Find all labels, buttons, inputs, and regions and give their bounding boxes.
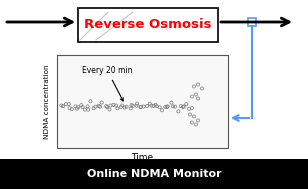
Text: Online NDMA Monitor: Online NDMA Monitor	[87, 169, 221, 179]
Point	[192, 85, 197, 88]
Point	[111, 103, 116, 106]
Point	[154, 105, 159, 108]
Point	[180, 106, 185, 109]
Text: Reverse Osmosis: Reverse Osmosis	[84, 19, 212, 32]
Point	[129, 104, 134, 107]
Point	[122, 106, 127, 109]
Point	[59, 104, 64, 107]
Point	[165, 105, 170, 108]
Point	[200, 87, 205, 90]
Point	[108, 104, 113, 107]
Point	[105, 106, 110, 109]
Point	[86, 108, 91, 111]
Point	[130, 104, 135, 107]
Point	[196, 83, 201, 86]
Point	[67, 107, 72, 110]
Point	[169, 101, 174, 104]
Point	[145, 105, 150, 108]
Point	[97, 105, 102, 108]
Point	[75, 107, 79, 110]
Point	[61, 105, 66, 108]
Point	[189, 95, 194, 98]
Point	[128, 107, 133, 110]
Point	[157, 106, 162, 109]
Text: Time: Time	[132, 153, 154, 163]
Point	[163, 105, 168, 108]
Point	[138, 106, 143, 109]
Point	[63, 103, 68, 106]
Point	[147, 102, 152, 105]
Point	[149, 104, 154, 107]
Point	[188, 113, 192, 116]
Point	[189, 121, 194, 124]
Point	[178, 105, 183, 108]
Point	[88, 100, 93, 103]
Point	[69, 108, 74, 111]
Point	[193, 123, 198, 126]
Point	[187, 107, 192, 110]
Point	[120, 104, 125, 107]
Point	[118, 106, 123, 109]
Point	[93, 105, 98, 108]
Point	[193, 93, 198, 96]
Point	[107, 108, 112, 111]
Point	[153, 103, 158, 106]
Point	[164, 105, 169, 108]
Bar	[57, 55, 228, 148]
Point	[184, 103, 189, 106]
Point	[96, 104, 101, 107]
Point	[172, 105, 177, 108]
Bar	[78, 8, 218, 42]
Point	[160, 109, 164, 112]
Point	[80, 106, 85, 109]
Point	[181, 105, 186, 108]
Text: NDMA concentration: NDMA concentration	[44, 64, 50, 139]
Point	[192, 115, 197, 118]
Point	[141, 105, 146, 108]
Point	[196, 97, 201, 100]
Point	[196, 119, 201, 122]
Point	[124, 105, 129, 108]
Point	[66, 103, 71, 106]
Point	[134, 104, 139, 107]
Point	[79, 104, 84, 107]
Point	[176, 110, 181, 113]
Point	[91, 107, 96, 110]
Text: Every 20 min: Every 20 min	[82, 66, 132, 101]
Bar	[248, 18, 256, 26]
Point	[115, 107, 120, 110]
Point	[114, 104, 119, 107]
Point	[76, 106, 81, 109]
Point	[83, 108, 87, 111]
Point	[189, 106, 194, 109]
Point	[139, 105, 144, 108]
Point	[171, 105, 176, 108]
Point	[73, 105, 78, 108]
Point	[99, 101, 104, 104]
Point	[151, 104, 156, 107]
Bar	[0, 159, 308, 189]
Point	[104, 105, 109, 108]
Point	[135, 102, 140, 105]
Point	[85, 105, 90, 108]
